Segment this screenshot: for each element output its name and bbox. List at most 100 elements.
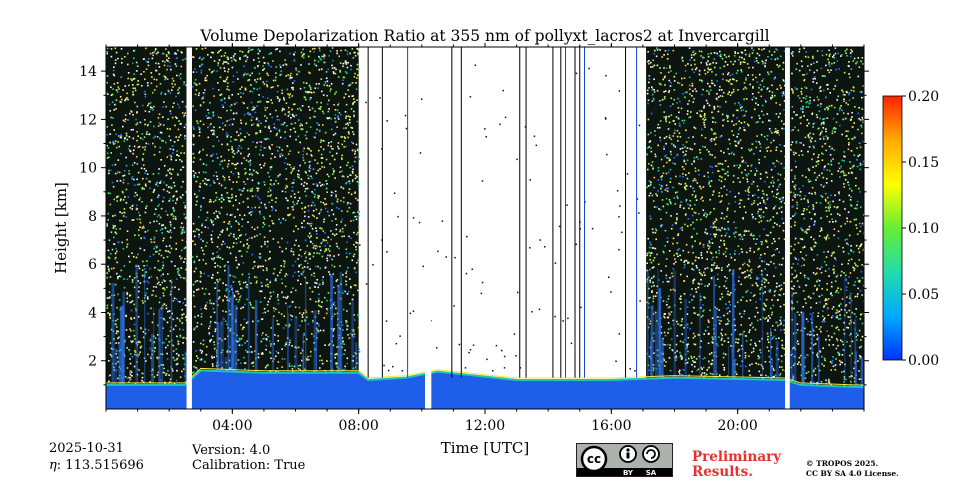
aerosol-streak (118, 342, 121, 390)
aerosol-streak (158, 308, 161, 390)
aerosol-streak (791, 291, 794, 390)
aerosol-streak (254, 300, 258, 390)
aerosol-streak (339, 272, 343, 390)
aerosol-streak (305, 277, 307, 390)
aerosol-streak (184, 351, 188, 390)
aerosol-streak (647, 270, 649, 390)
data-gap (186, 47, 192, 409)
aerosol-streak (231, 297, 234, 390)
aerosol-streak (271, 318, 275, 390)
colorbar-tick-label: 0.05 (908, 287, 939, 303)
aerosol-streak (337, 285, 340, 390)
aerosol-streak (770, 358, 773, 390)
boundary-layer-edge (106, 367, 864, 386)
aerosol-streak (234, 305, 238, 390)
aerosol-streak (673, 270, 676, 390)
aerosol-streak (111, 283, 115, 390)
aerosol-streak (661, 339, 664, 390)
aerosol-streak (811, 314, 814, 390)
aerosol-streak (287, 313, 289, 390)
aerosol-streak (728, 345, 729, 390)
copyright-label: © TROPOS 2025. CC BY SA 4.0 License. (806, 459, 899, 479)
aerosol-streak (793, 312, 797, 390)
aerosol-streak (731, 337, 733, 390)
cc-by-text: BY (623, 469, 634, 476)
aerosol-streak (654, 312, 658, 390)
aerosol-streak (354, 342, 358, 390)
aerosol-streak (294, 315, 298, 390)
aerosol-streak (775, 341, 779, 390)
aerosol-streak (850, 296, 852, 390)
aerosol-streak (742, 332, 744, 390)
aerosol-streak (144, 270, 146, 390)
aerosol-streak (315, 330, 317, 390)
colorbar-tick-label: 0.20 (908, 89, 939, 105)
aerosol-streak (650, 305, 654, 390)
x-tick-label: 08:00 (338, 418, 378, 434)
aerosol-streak (844, 275, 846, 390)
colorbar-tick-label: 0.15 (908, 155, 939, 171)
aerosol-streak (802, 312, 805, 390)
aerosol-streak (170, 279, 173, 390)
aerosol-streak (286, 305, 288, 390)
aerosol-streak (854, 351, 857, 390)
boundary-layer (106, 370, 864, 409)
x-tick-label: 12:00 (465, 418, 505, 434)
aerosol-streak (114, 348, 117, 390)
plot-area (106, 47, 864, 409)
colorbar-gradient (882, 95, 903, 361)
eta-value: : 113.515696 (56, 458, 144, 473)
aerosol-streak (216, 282, 218, 390)
aerosol-streak (351, 300, 354, 390)
aerosol-streak (217, 322, 220, 390)
colorbar-tick-label: 0.10 (908, 221, 939, 237)
y-axis-label: Height [km] (52, 182, 70, 274)
cc-sa-text: SA (646, 469, 657, 476)
aerosol-streak (657, 269, 659, 390)
aerosol-streak (151, 333, 154, 390)
date-label: 2025-10-31 (49, 441, 124, 456)
y-tick-label: 2 (88, 354, 97, 370)
aerosol-streak (698, 292, 701, 390)
cc-text: cc (587, 452, 601, 466)
colorbar: 0.00 0.05 0.10 0.15 0.20 (882, 89, 939, 369)
boundary-layer-top (106, 369, 864, 389)
preliminary-line-1: Preliminary (692, 449, 782, 465)
aerosol-streak (860, 357, 864, 390)
y-tick-label: 12 (79, 112, 97, 128)
aerosol-streak (227, 265, 230, 390)
aerosol-streak (761, 270, 764, 390)
aerosol-streak (222, 316, 224, 390)
aerosol-streak (732, 270, 735, 390)
version-label: Version: 4.0 (192, 443, 271, 458)
eta-label: η: 113.515696 (49, 458, 144, 474)
aerosol-streak (330, 274, 333, 390)
data-gap (785, 47, 790, 409)
aerosol-streak (313, 310, 317, 390)
calibration-label: Calibration: True (192, 458, 306, 473)
aerosol-streak (650, 340, 652, 390)
aerosol-streak (684, 299, 687, 390)
y-tick-label: 6 (88, 257, 97, 273)
aerosol-streak (220, 321, 222, 390)
aerosol-streak (247, 276, 250, 390)
aerosol-streak (302, 333, 304, 390)
noise-speckle (789, 47, 864, 391)
aerosol-streak (161, 305, 163, 390)
axes: 04:00 08:00 12:00 16:00 20:00 2 4 6 8 10 12 14 (79, 43, 869, 434)
aerosol-streak (122, 291, 125, 390)
aerosol-streak (658, 288, 662, 390)
copyright-line-2: CC BY SA 4.0 License. (806, 469, 899, 478)
aerosol-streak (817, 336, 820, 390)
y-tick-label: 14 (79, 64, 97, 80)
x-tick-label: 04:00 (212, 418, 252, 434)
chart-title: Volume Depolarization Ratio at 355 nm of… (199, 27, 769, 45)
sparse-points (359, 64, 641, 372)
aerosol-streak (230, 295, 233, 390)
aerosol-streak (339, 330, 342, 390)
aerosol-streak (790, 349, 793, 390)
copyright-line-1: © TROPOS 2025. (806, 459, 879, 468)
aerosol-streak (715, 308, 717, 390)
noise-speckle (106, 47, 189, 390)
